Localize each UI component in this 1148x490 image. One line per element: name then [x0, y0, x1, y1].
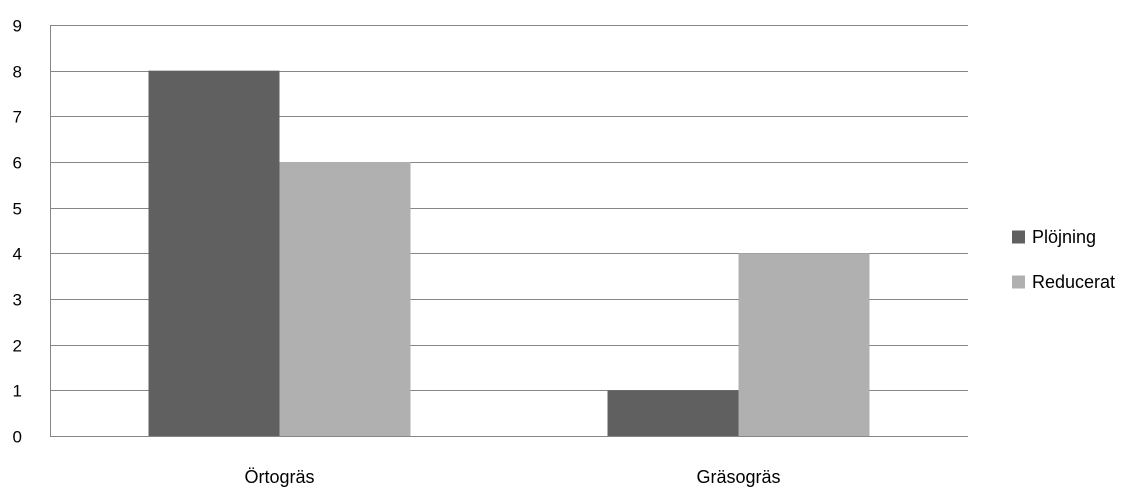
bar-reducerat-2 [738, 253, 870, 436]
legend-swatch [1012, 230, 1025, 244]
x-category-label: Gräsogräs [696, 467, 780, 487]
legend-label: Reducerat [1032, 272, 1115, 292]
legend-label: Plöjning [1032, 227, 1096, 247]
bar-plojning-2 [607, 390, 739, 436]
y-tick-label: 8 [13, 63, 22, 82]
y-tick-label: 5 [13, 200, 22, 219]
y-tick-label: 9 [13, 17, 22, 36]
y-tick-label: 0 [13, 428, 22, 447]
y-tick-label: 2 [13, 337, 22, 356]
y-tick-label: 1 [13, 382, 22, 401]
bars [148, 70, 870, 437]
y-tick-label: 7 [13, 108, 22, 127]
bar-plojning-1 [148, 70, 280, 437]
y-tick-label: 4 [13, 245, 22, 264]
y-axis: 0 1 2 3 4 5 6 7 8 9 [13, 17, 51, 447]
bar-reducerat-1 [279, 162, 411, 436]
x-axis: Örtogräs Gräsogräs [50, 436, 968, 487]
y-tick-label: 6 [13, 154, 22, 173]
y-tick-label: 3 [13, 291, 22, 310]
x-category-label: Örtogräs [244, 467, 314, 487]
legend: Plöjning Reducerat [1012, 227, 1115, 292]
legend-swatch [1012, 275, 1025, 289]
